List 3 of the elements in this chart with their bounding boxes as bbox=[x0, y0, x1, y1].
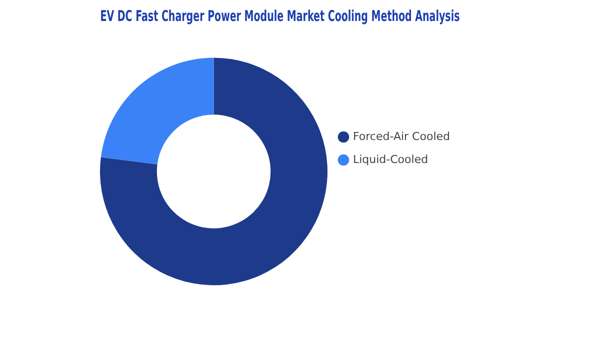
chart-title: EV DC Fast Charger Power Module Market Cooling Method Analysis bbox=[100, 6, 460, 24]
legend-label: Forced-Air Cooled bbox=[352, 130, 450, 143]
legend-label: Liquid-Cooled bbox=[352, 152, 428, 166]
